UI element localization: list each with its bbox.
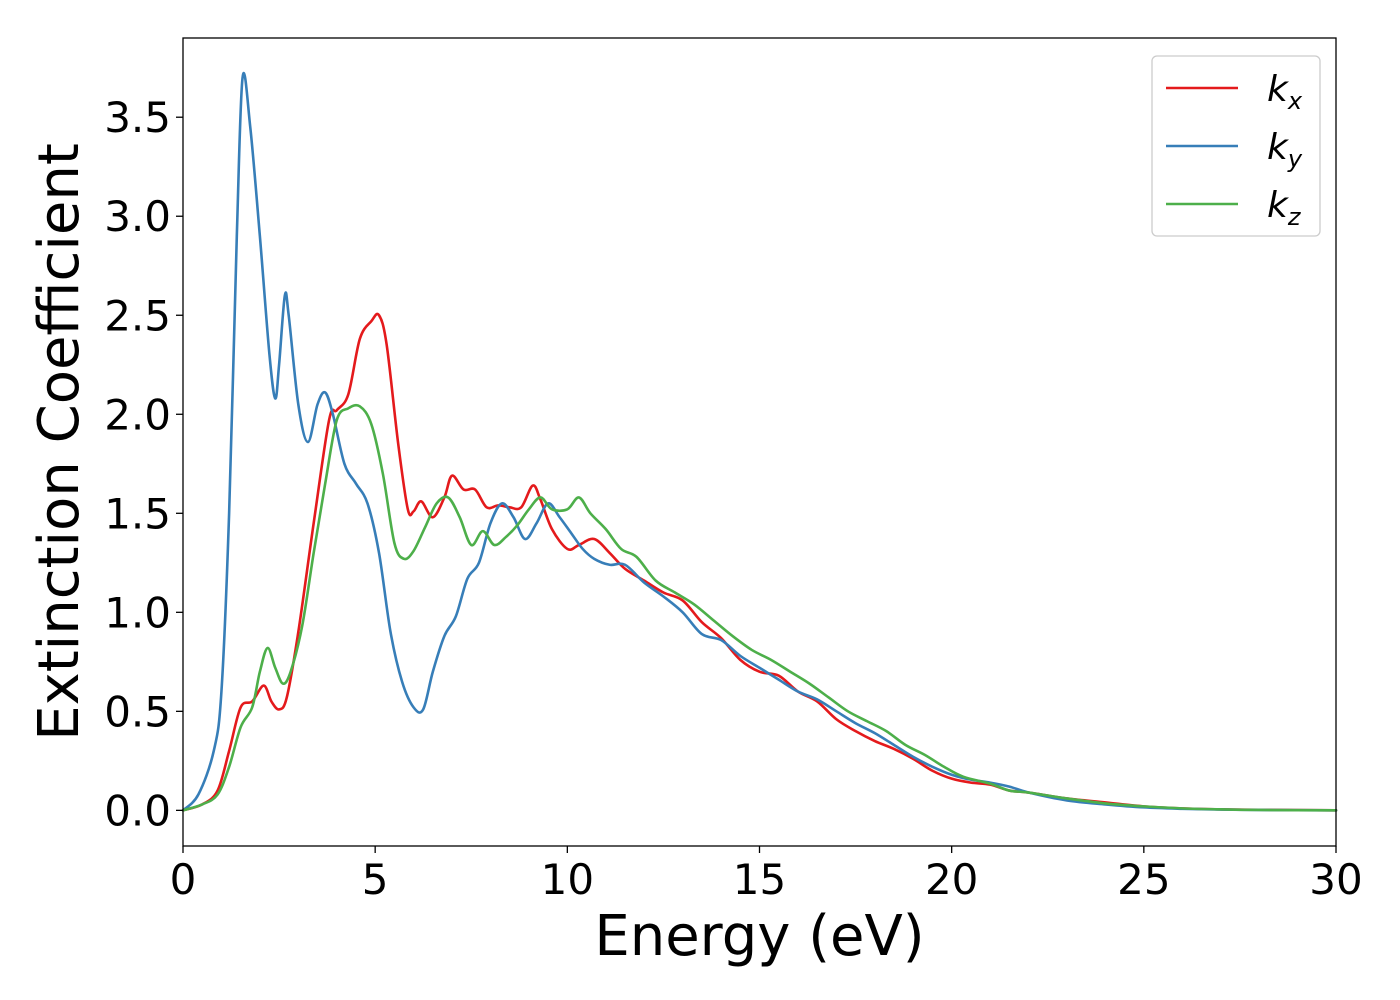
legend-label-z: kz <box>1267 185 1302 231</box>
series-layer <box>181 71 1338 812</box>
x-tick-label: 20 <box>925 855 978 904</box>
y-axis-ticks: 0.0 0.5 1.0 1.5 2.0 2.5 3.0 3.5 <box>104 93 183 835</box>
series-line-x <box>181 312 1338 812</box>
x-axis-label: Energy (eV) <box>594 904 924 969</box>
y-tick-label: 3.5 <box>104 93 171 142</box>
y-tick-label: 0.0 <box>104 786 171 835</box>
x-axis-ticks: 0 5 10 15 20 25 30 <box>170 846 1363 904</box>
y-tick-label: 2.0 <box>104 390 171 439</box>
y-tick-label: 1.0 <box>104 588 171 637</box>
x-tick-label: 5 <box>362 855 389 904</box>
y-tick-label: 2.5 <box>104 291 171 340</box>
x-tick-label: 0 <box>170 855 197 904</box>
x-tick-label: 10 <box>541 855 594 904</box>
y-tick-label: 3.0 <box>104 192 171 241</box>
x-tick-label: 30 <box>1309 855 1362 904</box>
legend-label-x: kx <box>1267 69 1303 115</box>
y-axis-label: Extinction Coefficient <box>27 143 92 741</box>
y-tick-label: 1.5 <box>104 489 171 538</box>
x-tick-label: 25 <box>1117 855 1170 904</box>
y-tick-label: 0.5 <box>104 687 171 736</box>
legend: kx ky kz <box>1151 55 1321 237</box>
legend-label-y: ky <box>1267 127 1303 173</box>
series-line-y <box>181 71 1338 812</box>
x-tick-label: 15 <box>733 855 786 904</box>
series-line-z <box>181 403 1338 812</box>
